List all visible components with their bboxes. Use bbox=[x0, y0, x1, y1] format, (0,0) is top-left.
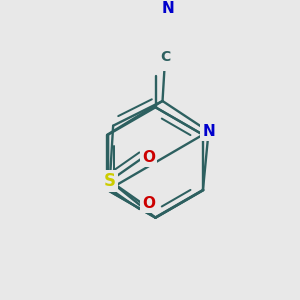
Text: N: N bbox=[202, 124, 215, 139]
Text: C: C bbox=[160, 50, 170, 64]
Text: S: S bbox=[104, 172, 116, 190]
Text: O: O bbox=[142, 150, 155, 165]
Text: N: N bbox=[162, 1, 175, 16]
Text: O: O bbox=[142, 196, 155, 211]
